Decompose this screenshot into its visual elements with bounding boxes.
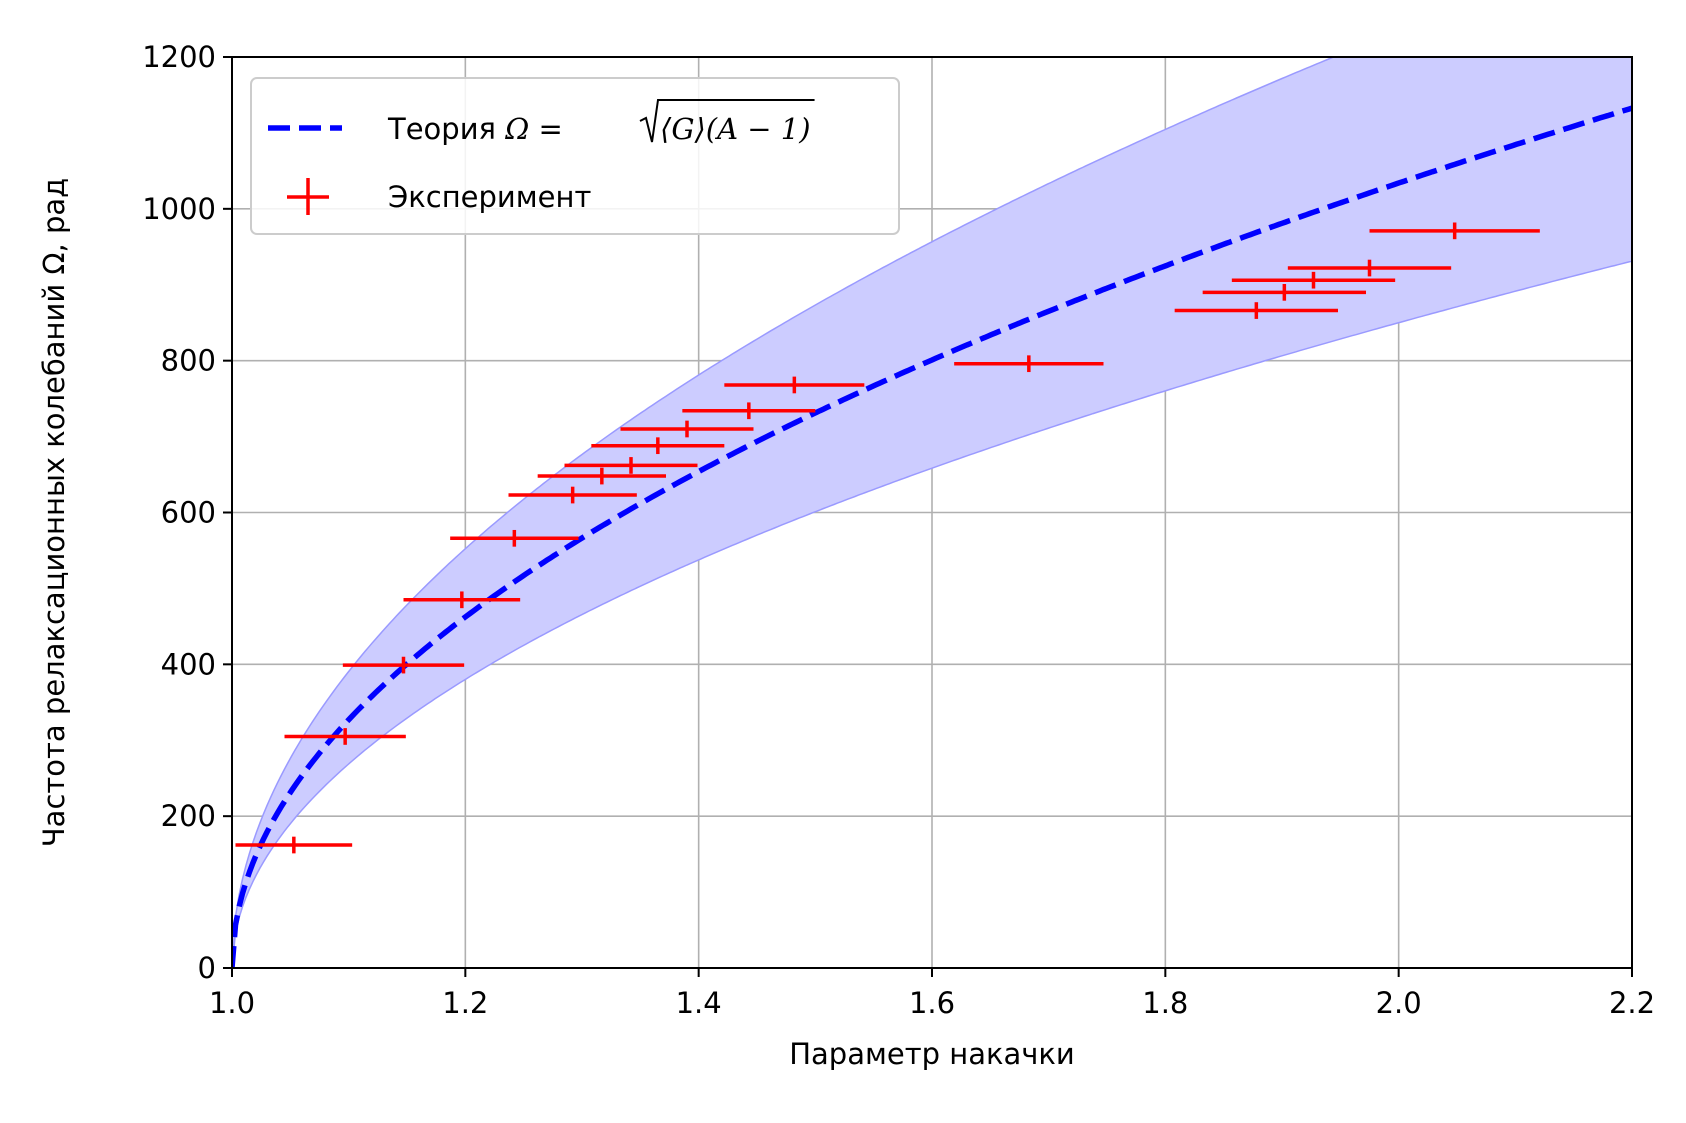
legend-formula-radicand: ⟨G⟩(A − 1)	[660, 112, 811, 146]
y-tick-label: 200	[161, 799, 216, 833]
experiment-point	[1231, 271, 1396, 289]
experiment-point	[508, 486, 637, 504]
x-tick-label: 2.2	[1609, 986, 1655, 1020]
legend: Теория Ω = ⟨G⟩(A − 1) Эксперимент	[250, 77, 900, 235]
theory-band-layer	[232, 57, 1632, 968]
x-tick-label: 1.2	[442, 986, 488, 1020]
y-tick-label: 0	[198, 951, 216, 985]
y-tick-label: 400	[161, 647, 216, 681]
experiment-point	[342, 656, 465, 674]
experiment-point	[1202, 283, 1366, 301]
experiment-point	[1369, 222, 1540, 240]
theory-layer	[232, 105, 1632, 968]
experiment-point	[620, 420, 754, 438]
experiment-point	[954, 355, 1104, 373]
experiment-point	[591, 437, 725, 455]
ticks: 1.0 1.2 1.4 1.6 1.8 2.0 2.2 0 200 400 600 800 1000 12…	[142, 40, 1655, 1020]
legend-formula-lhs: Ω	[504, 112, 529, 146]
experiment-point	[450, 529, 579, 547]
experiment-points	[235, 222, 1540, 854]
legend-box	[250, 77, 900, 235]
y-tick-label: 600	[161, 496, 216, 530]
x-tick-label: 1.4	[676, 986, 722, 1020]
legend-theory-prefix: Теория	[387, 112, 505, 146]
experiment-point	[682, 402, 816, 420]
y-tick-label: 1200	[142, 40, 216, 74]
experiment-point	[403, 591, 521, 609]
x-tick-label: 1.0	[209, 986, 255, 1020]
legend-experiment-label: Эксперимент	[388, 180, 591, 214]
theory-curve	[232, 105, 1632, 968]
y-tick-label: 1000	[142, 192, 216, 226]
experiment-point	[235, 836, 353, 854]
experiment-point	[564, 457, 698, 474]
experiment-point	[1287, 259, 1452, 277]
y-tick-label: 800	[161, 344, 216, 378]
experiment-point	[284, 728, 406, 745]
x-tick-label: 1.6	[909, 986, 955, 1020]
x-tick-label: 2.0	[1376, 986, 1422, 1020]
x-tick-label: 1.8	[1142, 986, 1188, 1020]
experiment-point	[537, 467, 666, 485]
sqrt-symbol	[639, 99, 815, 143]
legend-theory-label: Теория Ω =	[387, 112, 563, 146]
experiment-point	[1174, 302, 1338, 319]
x-axis-label: Параметр накачки	[789, 1037, 1075, 1071]
y-axis-label: Частота релаксационных колебаний Ω, рад	[37, 178, 71, 847]
legend-formula-eq: =	[529, 112, 563, 146]
theory-uncertainty-band	[232, 57, 1632, 968]
experiment-point	[724, 376, 865, 394]
